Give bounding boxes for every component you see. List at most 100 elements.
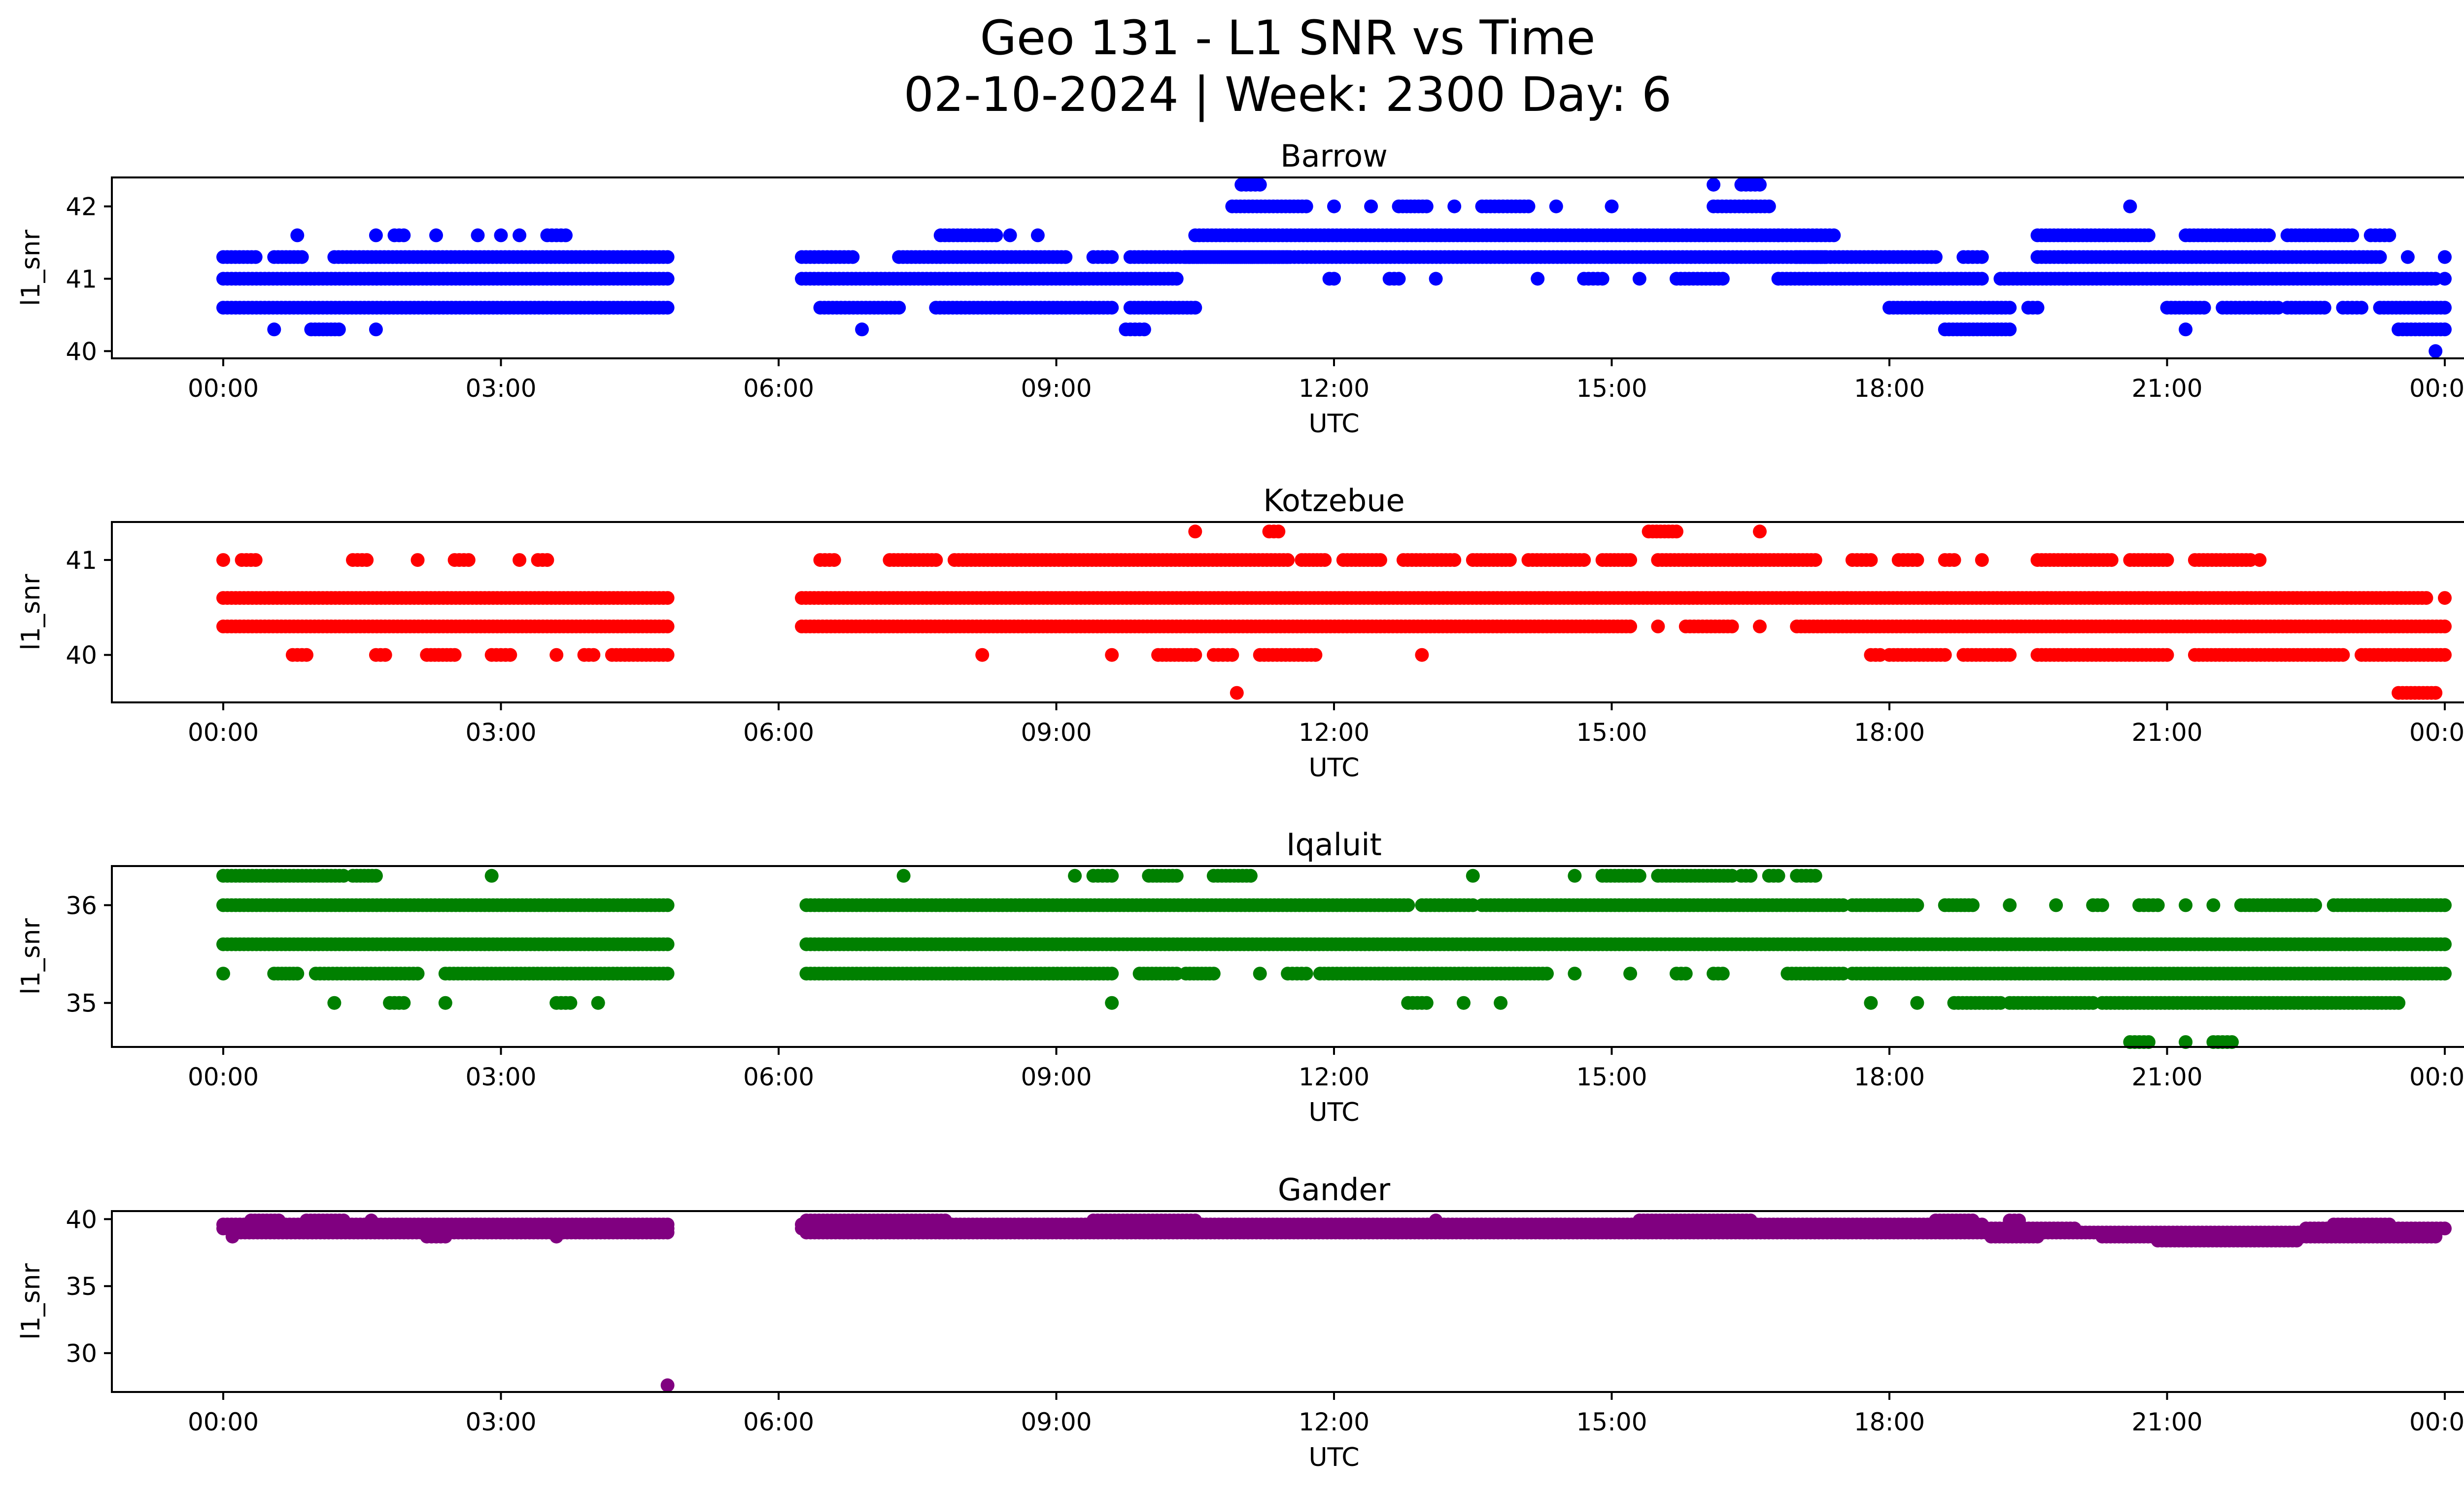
data-point [2419,591,2433,605]
x-tick-label: 03:00 [465,374,536,403]
data-point [1419,996,1434,1010]
data-point [660,937,675,951]
data-point [1299,967,1313,981]
data-point [1253,967,1267,981]
data-point [1401,898,1415,912]
data-point [1299,199,1313,213]
data-point [2030,301,2045,315]
data-point [2003,301,2017,315]
data-point [1169,272,1184,286]
data-point [2355,301,2368,315]
x-tick-label: 00:00 [188,374,259,403]
data-point [1762,199,1776,213]
data-point [1308,648,1323,662]
x-tick-label: 18:00 [1854,374,1925,403]
x-tick-label: 15:00 [1576,374,1647,403]
x-tick-label: 18:00 [1854,718,1925,747]
data-point [1715,272,1730,286]
x-tick-label: 15:00 [1576,1063,1647,1091]
x-tick-label: 06:00 [743,374,814,403]
data-point [2003,648,2017,662]
subplot-title: Gander [1278,1172,1391,1208]
x-tick-label: 06:00 [743,718,814,747]
data-point [2438,272,2452,286]
data-point [290,228,305,243]
data-point [2382,228,2396,243]
data-point [2160,553,2174,567]
data-point [1206,967,1221,981]
data-point [2345,228,2360,243]
x-tick-label: 00:00 [2409,718,2464,747]
data-point [1243,869,1258,883]
data-point [216,553,230,567]
x-tick-label: 06:00 [743,1063,814,1091]
x-tick-label: 21:00 [2131,374,2202,403]
data-point [1808,553,1822,567]
data-point [429,228,443,243]
data-point [1281,553,1295,567]
data-point [2003,322,2017,337]
data-point [1864,996,1878,1010]
data-point [1253,177,1267,192]
x-tick-label: 09:00 [1021,374,1092,403]
data-point [1457,996,1471,1010]
data-point [300,648,313,662]
data-point [660,1225,675,1240]
figure-title-line2: 02-10-2024 | Week: 2300 Day: 6 [904,67,1672,123]
data-point [929,553,943,567]
data-point [1503,553,1517,567]
data-point [1531,272,1545,286]
x-tick-label: 12:00 [1299,374,1369,403]
data-point [2197,301,2211,315]
data-point [1327,272,1341,286]
scatter-points [216,177,2452,358]
data-point [2336,648,2350,662]
data-point [1447,553,1462,567]
data-point [327,996,342,1010]
y-tick-label: 42 [66,193,97,221]
data-point [397,228,411,243]
data-point [225,1229,240,1244]
data-point [1327,199,1341,213]
data-point [2438,250,2452,264]
y-axis-label: l1_snr [16,574,46,651]
data-point [447,648,462,662]
data-point [216,967,230,981]
data-point [513,553,527,567]
data-point [563,996,578,1010]
data-point [1623,967,1638,981]
data-point [1137,322,1151,337]
data-point [364,1214,378,1227]
data-point [1105,301,1119,315]
data-point [1373,553,1387,567]
data-point [378,648,392,662]
data-point [1623,553,1638,567]
data-point [438,1229,452,1244]
data-point [1577,553,1591,567]
data-point [1003,228,1017,243]
subplot-title: Barrow [1280,138,1388,174]
y-tick-label: 41 [66,546,97,575]
data-point [1725,619,1739,633]
data-point [1928,250,1943,264]
data-point [660,967,675,981]
x-tick-label: 21:00 [2131,1063,2202,1091]
data-point [272,1214,286,1227]
x-tick-label: 00:00 [2409,374,2464,403]
y-tick-label: 41 [66,265,97,294]
data-point [1392,272,1406,286]
data-point [2095,898,2109,912]
data-point [660,591,675,605]
data-point [1568,967,1582,981]
x-tick-label: 12:00 [1299,1063,1369,1091]
data-point [2049,898,2063,912]
data-point [1225,648,1239,662]
data-point [2141,228,2156,243]
data-point [2392,996,2406,1010]
data-point [1415,648,1429,662]
data-point [1808,869,1822,883]
data-point [438,996,452,1010]
data-point [1429,272,1443,286]
